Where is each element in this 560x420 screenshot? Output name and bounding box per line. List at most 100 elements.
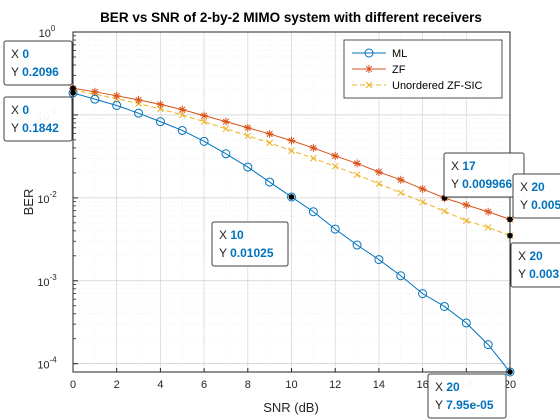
zf-marker bbox=[374, 168, 383, 177]
y-tick-exponent: -4 bbox=[50, 356, 58, 365]
zf-marker bbox=[265, 129, 274, 138]
sic-marker-stroke bbox=[365, 81, 373, 89]
y-axis-label: BER bbox=[21, 189, 36, 216]
sic-marker-stroke bbox=[244, 132, 252, 140]
ml-marker bbox=[199, 136, 209, 146]
data-tip-x: X 20 bbox=[435, 380, 460, 394]
sic-marker-stroke bbox=[288, 147, 295, 155]
sic-marker bbox=[222, 125, 230, 133]
sic-marker bbox=[309, 154, 317, 162]
ml-marker bbox=[418, 289, 428, 299]
sic-marker bbox=[484, 224, 492, 231]
sic-marker-stroke bbox=[222, 125, 230, 133]
data-tip-dot bbox=[507, 216, 513, 223]
sic-marker-stroke bbox=[419, 198, 426, 206]
data-tip-x-label: X bbox=[518, 249, 529, 263]
zf-marker bbox=[221, 117, 230, 126]
ml-marker bbox=[134, 108, 144, 118]
legend-entry: ML bbox=[392, 48, 407, 60]
zf-marker-stroke bbox=[375, 168, 383, 176]
data-tip-x-value: 0 bbox=[22, 47, 29, 61]
x-axis-label: SNR (dB) bbox=[263, 400, 319, 415]
x-tick-label: 20 bbox=[504, 379, 516, 391]
data-tip-y: Y 0.003 bbox=[518, 267, 559, 281]
legend-entry: Unordered ZF-SIC bbox=[392, 80, 483, 92]
sic-marker bbox=[375, 180, 383, 188]
x-tick-label: 16 bbox=[416, 379, 428, 391]
zf-marker-stroke bbox=[222, 118, 230, 125]
data-tip-y: Y 0.1842 bbox=[11, 121, 59, 135]
ml-marker bbox=[265, 177, 275, 187]
data-tip-x: X 20 bbox=[520, 180, 545, 194]
zf-marker bbox=[243, 123, 252, 132]
data-tip-dot bbox=[507, 369, 513, 375]
zf-marker-stroke bbox=[353, 160, 361, 167]
zf-marker bbox=[309, 143, 318, 152]
zf-marker bbox=[484, 207, 493, 216]
data-tip-x-value: 0 bbox=[22, 103, 29, 117]
data-tip-y: Y 7.95e-05 bbox=[435, 398, 494, 412]
data-tip-box bbox=[510, 242, 560, 288]
ml-marker bbox=[396, 271, 406, 281]
zf-marker-stroke bbox=[179, 106, 186, 113]
data-tip-y-value: 0.1842 bbox=[22, 121, 59, 135]
ml-marker bbox=[155, 117, 165, 127]
zf-marker-stroke bbox=[397, 176, 404, 183]
data-tip-x-label: X bbox=[435, 380, 446, 394]
zf-marker-stroke bbox=[135, 96, 142, 104]
sic-marker bbox=[331, 162, 339, 170]
zf-marker bbox=[287, 136, 296, 145]
ml-marker bbox=[483, 340, 493, 350]
ml-marker bbox=[112, 100, 122, 110]
ml-marker bbox=[90, 94, 100, 104]
zf-marker-stroke bbox=[91, 88, 99, 95]
sic-marker-stroke bbox=[484, 224, 492, 231]
sic-marker bbox=[266, 139, 274, 147]
ml-marker bbox=[243, 162, 253, 172]
data-tip-x-label: X bbox=[11, 47, 22, 61]
zf-marker-stroke bbox=[365, 65, 373, 73]
data-tip-box bbox=[427, 373, 507, 419]
data-tip-x: X 0 bbox=[11, 47, 29, 61]
x-tick-label: 10 bbox=[285, 379, 297, 391]
sic-marker bbox=[288, 147, 295, 155]
ml-marker bbox=[221, 149, 231, 159]
sic-marker bbox=[353, 171, 361, 179]
sic-marker-stroke bbox=[200, 118, 208, 125]
data-tip-x-value: 20 bbox=[531, 180, 545, 194]
ml-marker bbox=[330, 224, 340, 234]
data-tip-x: X 0 bbox=[11, 103, 29, 117]
zf-marker-stroke bbox=[266, 130, 273, 138]
zf-marker bbox=[112, 91, 121, 100]
zf-marker-stroke bbox=[463, 201, 470, 209]
sic-marker bbox=[419, 198, 426, 206]
sic-marker bbox=[462, 217, 470, 225]
data-tip-x-label: X bbox=[451, 159, 462, 173]
sic-marker-stroke bbox=[375, 180, 383, 188]
data-tip-dot bbox=[288, 194, 295, 200]
zf-marker-stroke bbox=[288, 137, 295, 144]
x-tick-label: 4 bbox=[157, 379, 163, 391]
data-tip-x-label: X bbox=[11, 103, 22, 117]
zf-marker-stroke bbox=[484, 208, 492, 215]
ml-marker bbox=[177, 125, 187, 135]
sic-marker bbox=[200, 118, 208, 125]
data-tip: X 0Y 0.1842 bbox=[3, 90, 76, 142]
data-tip-y: Y 0.009966 bbox=[451, 177, 513, 191]
data-tip-x-value: 20 bbox=[446, 380, 460, 394]
zf-marker bbox=[134, 95, 143, 104]
data-tip-x-value: 20 bbox=[529, 249, 543, 263]
sic-marker bbox=[178, 111, 186, 119]
series-zf bbox=[69, 84, 514, 224]
ml-marker bbox=[461, 318, 471, 328]
zf-marker-stroke bbox=[200, 112, 208, 119]
ml-marker bbox=[374, 255, 384, 265]
data-tip-y-value: 0.01025 bbox=[230, 246, 274, 260]
data-tip: X 20Y 0.005 bbox=[507, 173, 560, 223]
ml-marker bbox=[439, 301, 449, 311]
data-tip-y-label: Y bbox=[11, 121, 22, 135]
data-tip-y-value: 0.003 bbox=[529, 267, 559, 281]
data-tip-x-label: X bbox=[520, 180, 531, 194]
